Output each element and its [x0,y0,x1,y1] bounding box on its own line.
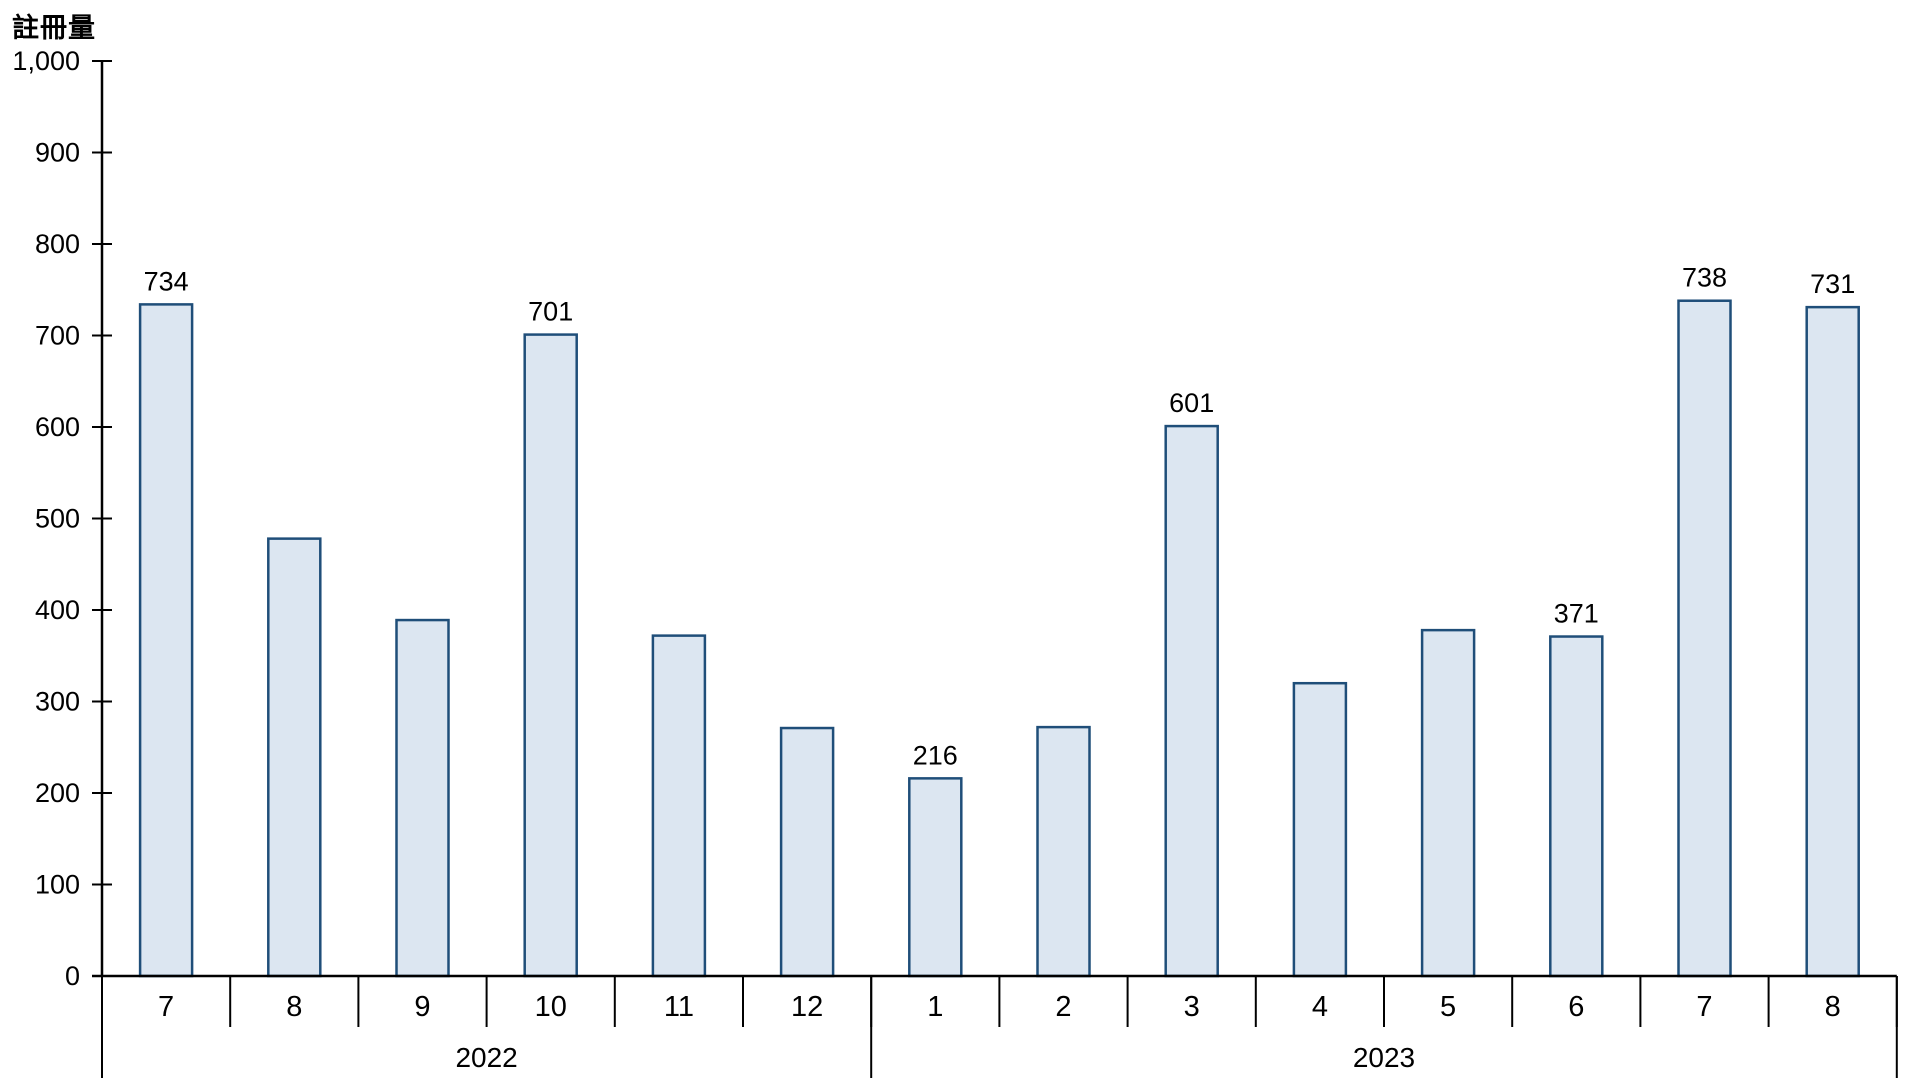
y-tick-label: 700 [35,321,80,351]
bar-value-label: 216 [913,740,958,770]
y-tick-label: 500 [35,504,80,534]
month-label: 8 [1825,991,1841,1023]
bar-2023-5 [1420,628,1476,978]
bar-2022-9 [395,618,450,978]
month-label: 5 [1440,991,1456,1023]
month-label: 11 [664,991,694,1023]
month-label: 6 [1568,991,1584,1023]
bar-2023-3 [1164,424,1219,978]
month-label: 7 [158,991,174,1023]
y-tick-label: 200 [35,778,80,808]
bar-2022-8 [267,537,322,978]
bar-2022-11 [651,634,707,978]
bar-value-label: 371 [1554,599,1599,629]
month-label: 3 [1184,991,1200,1023]
month-label: 4 [1312,991,1328,1023]
bar-2023-7 [1677,299,1732,978]
bar-2023-1 [908,777,963,978]
bar-2022-7 [138,303,194,978]
y-tick-label: 0 [65,961,80,991]
bar-value-label: 701 [528,297,573,327]
y-tick-label: 100 [35,870,80,900]
bar-2023-2 [1036,725,1091,978]
y-tick-label: 1,000 [12,46,80,76]
bar-2023-4 [1292,681,1348,978]
bar-value-label: 738 [1682,263,1727,293]
year-label: 2022 [455,1042,517,1073]
bar-2023-8 [1805,305,1860,978]
y-tick-label: 300 [35,687,80,717]
y-tick-label: 900 [35,138,80,168]
bar-2022-12 [779,726,835,978]
bar-value-label: 734 [144,266,189,296]
month-label: 9 [414,991,430,1023]
month-label: 12 [791,991,823,1023]
month-label: 1 [927,991,943,1023]
bar-value-label: 731 [1810,269,1855,299]
year-label: 2023 [1353,1042,1415,1073]
month-label: 10 [535,991,567,1023]
y-tick-label: 400 [35,595,80,625]
month-label: 2 [1055,991,1071,1023]
month-label: 8 [286,991,302,1023]
bar-2023-6 [1549,635,1604,978]
y-tick-label: 800 [35,229,80,259]
bar-2022-10 [523,333,578,978]
y-tick-label: 600 [35,412,80,442]
y-axis-title: 註冊量 [12,13,96,43]
month-label: 7 [1696,991,1712,1023]
bar-value-label: 601 [1169,388,1214,418]
